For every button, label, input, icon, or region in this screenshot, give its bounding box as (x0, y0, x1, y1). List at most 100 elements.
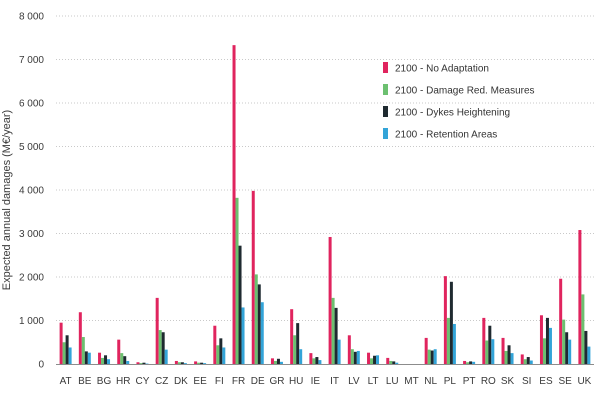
bar-nl-series-4 (433, 349, 437, 364)
x-tick-label: ES (539, 376, 553, 387)
bar-lt-series-3 (373, 355, 377, 364)
bar-sk-series-2 (504, 350, 508, 364)
y-tick-label: 2 000 (19, 273, 44, 284)
bar-be-series-4 (87, 352, 91, 364)
bar-bg-series-3 (104, 355, 108, 364)
x-tick-label: BE (78, 376, 92, 387)
bar-fi-series-2 (216, 345, 220, 364)
bar-hr-series-1 (117, 339, 121, 364)
bar-ee-series-4 (203, 363, 207, 364)
x-tick-label: HU (289, 376, 303, 387)
bar-uk-series-3 (584, 330, 588, 364)
x-tick-label: CY (136, 376, 150, 387)
x-tick-label: SE (559, 376, 573, 387)
legend-swatch (383, 84, 388, 95)
bar-cy-series-2 (139, 363, 143, 364)
bar-at-series-4 (68, 347, 72, 364)
bar-at-series-1 (59, 322, 63, 364)
y-tick-label: 5 000 (19, 142, 44, 153)
bar-de-series-4 (260, 302, 264, 364)
bar-gr-series-4 (279, 361, 283, 364)
x-tick-label: LU (386, 376, 399, 387)
bar-es-series-2 (542, 338, 546, 364)
bar-si-series-3 (526, 357, 530, 364)
bar-fr-series-2 (235, 197, 239, 364)
bars (59, 45, 591, 365)
bar-hr-series-2 (120, 353, 124, 364)
x-tick-label: IT (330, 376, 339, 387)
bar-fr-series-1 (232, 45, 236, 365)
bar-it-series-2 (331, 297, 335, 364)
bar-it-series-3 (334, 307, 338, 364)
bar-se-series-1 (559, 278, 563, 364)
bar-nl-series-2 (427, 349, 431, 364)
legend-label: 2100 - Dykes Heightening (395, 108, 510, 119)
bar-uk-series-4 (587, 346, 591, 364)
bar-cz-series-3 (161, 332, 165, 364)
bar-ee-series-2 (197, 362, 201, 364)
bar-hr-series-3 (123, 356, 127, 364)
x-tick-label: DE (251, 376, 265, 387)
bar-de-series-2 (254, 274, 258, 364)
bar-dk-series-1 (174, 360, 178, 364)
bar-bg-series-4 (107, 359, 111, 364)
x-tick-label: RO (481, 376, 496, 387)
x-tick-label: FI (215, 376, 224, 387)
bar-be-series-1 (78, 312, 82, 364)
bar-lt-series-1 (367, 352, 371, 364)
bar-hr-series-4 (126, 360, 130, 364)
bar-gr-series-3 (276, 358, 280, 364)
bar-uk-series-2 (581, 294, 585, 364)
x-axis-ticks: AT BE BG HR CY CZ DK EE FI FR DE GR HU IE IT LV LT LU MT NL… (60, 376, 592, 387)
y-tick-label: 4 000 (19, 186, 44, 197)
legend-label: 2100 - Retention Areas (395, 130, 497, 141)
y-tick-label: 8 000 (19, 12, 44, 23)
bar-ee-series-1 (194, 361, 198, 364)
bar-cy-series-1 (136, 362, 140, 364)
x-tick-label: FR (232, 376, 245, 387)
bar-nl-series-3 (430, 350, 434, 364)
legend-swatch (383, 106, 388, 117)
bar-it-series-1 (328, 236, 332, 364)
bar-si-series-4 (529, 360, 533, 364)
x-tick-label: AT (60, 376, 72, 387)
bar-lv-series-3 (353, 351, 357, 364)
bar-pt-series-3 (469, 361, 473, 364)
grid-lines (56, 15, 594, 321)
bar-fi-series-1 (213, 325, 217, 364)
bar-bg-series-2 (101, 357, 105, 364)
bar-cz-series-4 (164, 349, 168, 364)
x-tick-label: SK (501, 376, 515, 387)
bar-pt-series-1 (463, 360, 467, 364)
bar-dk-series-4 (183, 363, 187, 364)
bar-pl-series-3 (449, 281, 453, 364)
bar-sk-series-1 (501, 337, 505, 364)
bar-it-series-4 (337, 339, 341, 364)
bar-ee-series-3 (200, 362, 204, 364)
bar-uk-series-1 (578, 230, 582, 364)
bar-lv-series-1 (347, 335, 351, 364)
legend: 2100 - No Adaptation 2100 - Damage Red. M… (383, 62, 535, 141)
bar-fi-series-3 (219, 338, 223, 364)
bar-de-series-3 (257, 284, 261, 364)
legend-swatch (383, 62, 388, 73)
bar-hu-series-3 (296, 323, 300, 364)
bar-lu-series-2 (389, 360, 393, 364)
bar-fi-series-4 (222, 347, 226, 364)
bar-se-series-2 (562, 319, 566, 364)
bar-ie-series-2 (312, 358, 316, 364)
bar-ro-series-3 (488, 325, 492, 364)
bar-lv-series-4 (356, 350, 360, 364)
x-tick-label: PT (463, 376, 476, 387)
bar-lu-series-4 (395, 362, 399, 364)
x-tick-label: BG (97, 376, 112, 387)
bar-cz-series-2 (158, 330, 162, 364)
x-tick-label: LV (348, 376, 360, 387)
x-tick-label: LT (368, 376, 379, 387)
bar-pl-series-2 (446, 317, 450, 364)
x-tick-label: HR (116, 376, 130, 387)
bar-si-series-2 (523, 359, 527, 364)
bar-ro-series-2 (485, 340, 489, 364)
bar-es-series-1 (539, 315, 543, 364)
